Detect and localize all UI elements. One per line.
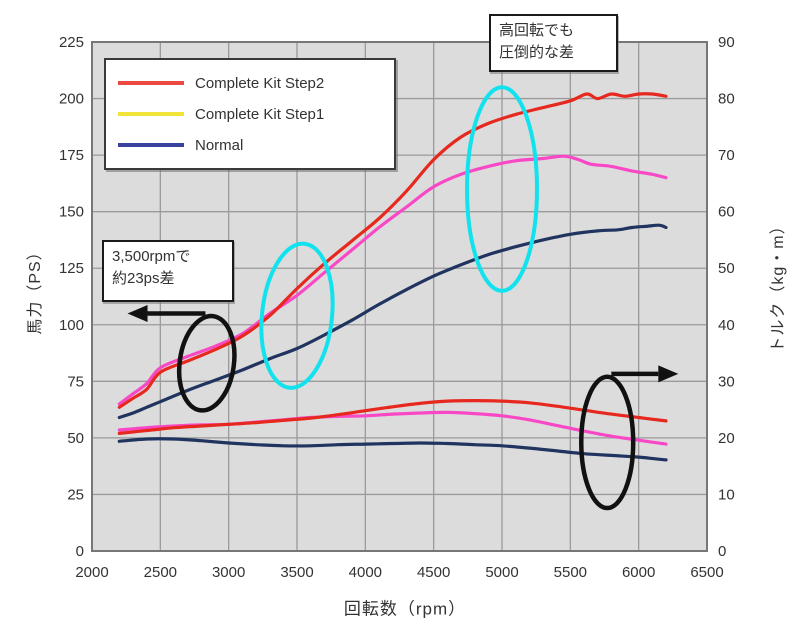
x-tick-label: 2000 — [75, 564, 108, 581]
y-left-tick-label: 25 — [67, 486, 84, 503]
curve-step2-torque — [117, 399, 668, 435]
callout-high-rpm-line2: 圧倒的な差 — [499, 43, 575, 61]
y-axis-title-right: トルク（kg・m） — [770, 217, 787, 353]
y-right-tick-label: 50 — [718, 260, 735, 277]
legend-item-step2: Complete Kit Step2 — [118, 72, 394, 94]
curve-step1-power — [117, 154, 668, 406]
x-tick-label: 2500 — [144, 564, 177, 581]
y-right-tick-label: 30 — [718, 373, 735, 390]
y-left-tick-label: 175 — [59, 147, 84, 164]
y-right-tick-label: 80 — [718, 91, 735, 108]
x-axis-title: 回転数（rpm） — [343, 599, 467, 619]
black-ellipse-power — [176, 313, 237, 413]
cyan-ellipse-5000 — [465, 85, 539, 293]
legend-label-step1: Complete Kit Step1 — [195, 105, 325, 123]
plot-border — [91, 41, 708, 552]
y-left-tick-label: 50 — [67, 430, 84, 447]
x-tick-label: 5000 — [485, 564, 518, 581]
callout-high-rpm: 高回転でも 圧倒的な差 — [489, 14, 618, 72]
y-left-tick-label: 150 — [59, 204, 84, 221]
legend-swatch-step2 — [118, 81, 184, 85]
callout-3500rpm-line2: 約23ps差 — [112, 269, 175, 287]
x-tick-label: 6000 — [622, 564, 655, 581]
x-tick-label: 3500 — [280, 564, 313, 581]
y-left-tick-label: 125 — [59, 260, 84, 277]
y-right-tick-label: 70 — [718, 147, 735, 164]
y-right-tick-label: 60 — [718, 204, 735, 221]
cyan-ellipse-3500 — [259, 241, 335, 390]
legend: Complete Kit Step2 Complete Kit Step1 No… — [104, 58, 396, 170]
x-tick-label: 5500 — [554, 564, 587, 581]
y-right-tick-label: 20 — [718, 430, 735, 447]
black-ellipse-torque — [579, 374, 636, 511]
y-right-tick-label: 40 — [718, 317, 735, 334]
x-tick-label: 4500 — [417, 564, 450, 581]
y-left-tick-label: 100 — [59, 317, 84, 334]
callout-high-rpm-line1: 高回転でも — [499, 22, 575, 39]
y-right-tick-label: 0 — [718, 543, 726, 560]
legend-swatch-step1 — [118, 112, 184, 116]
curve-normal-torque — [117, 437, 668, 462]
legend-item-step1: Complete Kit Step1 — [118, 103, 394, 125]
curve-normal-power — [117, 223, 668, 420]
legend-label-step2: Complete Kit Step2 — [195, 74, 325, 92]
y-left-tick-label: 200 — [59, 91, 84, 108]
legend-label-normal: Normal — [195, 136, 244, 154]
x-tick-label: 3000 — [212, 564, 245, 581]
x-tick-label: 6500 — [690, 564, 723, 581]
y-left-tick-label: 75 — [67, 373, 84, 390]
y-left-tick-label: 225 — [59, 34, 84, 51]
left-axis-arrow-head — [127, 304, 148, 322]
callout-3500rpm: 3,500rpmで 約23ps差 — [102, 240, 234, 302]
y-right-tick-label: 90 — [718, 34, 735, 51]
curve-step2-power — [117, 92, 668, 409]
y-right-tick-label: 10 — [718, 486, 735, 503]
y-left-tick-label: 0 — [76, 543, 84, 560]
legend-item-normal: Normal — [118, 134, 394, 156]
y-axis-title-left: 馬力（PS） — [27, 243, 44, 335]
callout-3500rpm-line1: 3,500rpmで — [112, 248, 191, 265]
x-tick-label: 4000 — [349, 564, 382, 581]
right-axis-arrow-head — [658, 365, 679, 383]
legend-swatch-normal — [118, 143, 184, 147]
